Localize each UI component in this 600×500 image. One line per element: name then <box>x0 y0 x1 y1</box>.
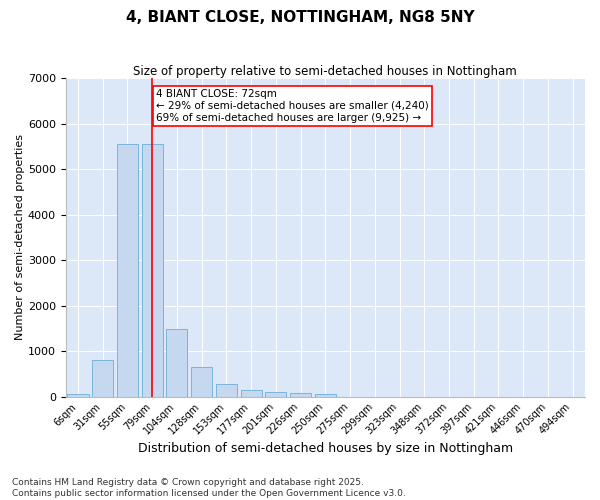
Bar <box>142 144 163 397</box>
Text: 4, BIANT CLOSE, NOTTINGHAM, NG8 5NY: 4, BIANT CLOSE, NOTTINGHAM, NG8 5NY <box>125 10 475 25</box>
Bar <box>191 366 212 396</box>
Bar <box>67 394 89 396</box>
Text: Contains HM Land Registry data © Crown copyright and database right 2025.
Contai: Contains HM Land Registry data © Crown c… <box>12 478 406 498</box>
X-axis label: Distribution of semi-detached houses by size in Nottingham: Distribution of semi-detached houses by … <box>138 442 513 455</box>
Bar <box>265 392 286 396</box>
Y-axis label: Number of semi-detached properties: Number of semi-detached properties <box>15 134 25 340</box>
Bar <box>216 384 237 396</box>
Bar <box>290 394 311 396</box>
Bar <box>92 360 113 397</box>
Text: 4 BIANT CLOSE: 72sqm
← 29% of semi-detached houses are smaller (4,240)
69% of se: 4 BIANT CLOSE: 72sqm ← 29% of semi-detac… <box>156 90 428 122</box>
Bar <box>117 144 138 397</box>
Bar <box>241 390 262 396</box>
Title: Size of property relative to semi-detached houses in Nottingham: Size of property relative to semi-detach… <box>133 65 517 78</box>
Bar <box>315 394 336 396</box>
Bar <box>166 329 187 396</box>
